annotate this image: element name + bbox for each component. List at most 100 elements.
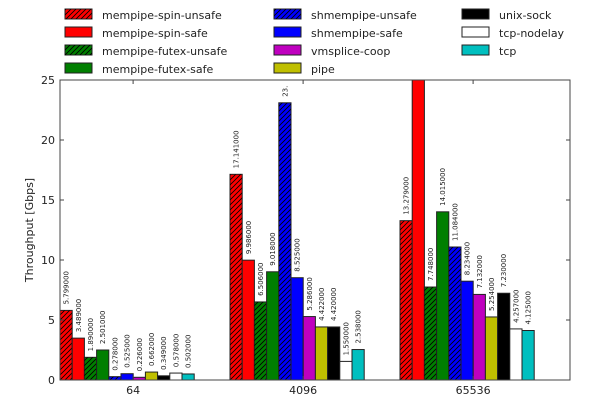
legend-swatch xyxy=(273,62,302,74)
legend-label: vmsplice-coop xyxy=(311,45,390,58)
y-tick-label: 0 xyxy=(48,374,55,387)
y-tick-label: 20 xyxy=(41,134,55,147)
bar-mempipe-spin-safe-4096 xyxy=(241,259,255,381)
bar-value-label: 2.538000 xyxy=(355,310,363,343)
legend-label: unix-sock xyxy=(499,9,552,22)
bar-tcp-4096 xyxy=(351,349,365,381)
x-tick-label: 4096 xyxy=(289,384,317,397)
y-tick-label: 25 xyxy=(41,74,55,87)
legend-label: mempipe-spin-unsafe xyxy=(102,9,222,22)
legend-swatch xyxy=(273,26,302,38)
bar-shmempipe-safe-4096 xyxy=(290,277,304,381)
bar-mempipe-spin-safe-64 xyxy=(71,337,85,381)
bar-hatch xyxy=(448,246,461,380)
plot-frame xyxy=(59,79,571,381)
legend-swatch-hatch xyxy=(274,9,301,19)
bar-value-label: 4.420000 xyxy=(330,288,338,321)
legend: mempipe-spin-unsafe mempipe-spin-safe memp… xyxy=(64,8,565,76)
legend-swatch xyxy=(64,62,93,74)
bar-tcp-nodelay-65536 xyxy=(509,328,523,381)
bar-value-label: 23. xyxy=(281,86,289,97)
legend-label: mempipe-futex-safe xyxy=(102,63,214,76)
bar-value-label: 9.018000 xyxy=(269,232,277,265)
legend-swatch-hatch xyxy=(65,45,92,55)
bar-value-label: 11.084000 xyxy=(451,203,459,241)
bar-unix-sock-65536 xyxy=(497,292,511,381)
legend-swatch xyxy=(64,26,93,38)
bar-hatch xyxy=(278,102,291,381)
y-tick-label: 15 xyxy=(41,194,55,207)
bar-value-label: 8.234000 xyxy=(464,242,472,275)
bar-mempipe-spin-safe-65536 xyxy=(411,79,425,381)
legend-item-pipe: pipe xyxy=(273,62,335,76)
bar-value-label: 17.141000 xyxy=(233,130,241,168)
legend-label: shmempipe-safe xyxy=(311,27,403,40)
bar-pipe-65536 xyxy=(484,316,499,381)
legend-item-vmsplice-coop: vmsplice-coop xyxy=(273,44,390,58)
bar-hatch xyxy=(254,301,267,380)
x-tick-label: 65536 xyxy=(456,384,491,397)
bar-hatch xyxy=(60,310,73,380)
legend-item-tcp: tcp xyxy=(461,44,516,58)
bar-value-label: 0.349000 xyxy=(160,336,168,369)
bar-value-label: 0.502000 xyxy=(185,335,193,368)
y-axis-title: Throughput [Gbps] xyxy=(23,178,36,283)
legend-item-mempipe-futex-safe: mempipe-futex-safe xyxy=(64,62,214,76)
bar-hatch xyxy=(424,287,437,380)
bar-hatch xyxy=(84,357,97,380)
legend-swatch xyxy=(461,26,490,38)
bar-value-label: 0.278000 xyxy=(111,337,119,370)
legend-label: pipe xyxy=(311,63,335,76)
bar-value-label: 2.501000 xyxy=(99,311,107,344)
legend-label: mempipe-futex-unsafe xyxy=(102,45,227,58)
bar-mempipe-futex-safe-65536 xyxy=(436,211,450,381)
bar-value-label: 13.279000 xyxy=(403,177,411,215)
bar-mempipe-futex-safe-64 xyxy=(96,349,110,381)
bar-pipe-64 xyxy=(144,371,159,381)
bar-unix-sock-4096 xyxy=(327,326,341,381)
bar-unix-sock-64 xyxy=(157,375,171,381)
bar-hatch xyxy=(400,220,413,380)
bar-value-label: 1.890000 xyxy=(87,318,95,351)
bar-value-label: 5.254000 xyxy=(488,278,496,311)
bar-shmempipe-safe-64 xyxy=(120,373,134,381)
bar-value-label: 7.230000 xyxy=(500,254,508,287)
bar-hatch xyxy=(230,174,243,380)
y-axis: 0 5 10 15 20 25 xyxy=(41,74,570,387)
y-tick-label: 5 xyxy=(48,314,55,327)
bar-value-label: 0.578000 xyxy=(172,334,180,367)
bar-value-label: 1.550000 xyxy=(342,322,350,355)
bar-value-label: 8.525000 xyxy=(294,238,302,271)
bar-value-label: 5.799000 xyxy=(63,271,71,304)
legend-label: mempipe-spin-safe xyxy=(102,27,208,40)
y-tick-label: 10 xyxy=(41,254,55,267)
x-tick-label: 64 xyxy=(126,384,140,397)
bar-mempipe-futex-safe-4096 xyxy=(266,271,280,381)
bar-value-label: 4.422000 xyxy=(318,288,326,321)
legend-item-mempipe-spin-unsafe: mempipe-spin-unsafe xyxy=(64,8,222,22)
bar-value-label: 0.662000 xyxy=(148,333,156,366)
legend-item-mempipe-spin-safe: mempipe-spin-safe xyxy=(64,26,208,40)
bar-value-label: 9.986000 xyxy=(245,221,253,254)
bar-vmsplice-coop-4096 xyxy=(302,316,316,381)
bar-value-label: 3.489000 xyxy=(75,299,83,332)
bar-value-label: 4.125000 xyxy=(525,291,533,324)
bar-tcp-65536 xyxy=(521,330,535,381)
bars xyxy=(59,79,535,381)
bar-value-label: 5.286000 xyxy=(306,277,314,310)
legend-label: tcp xyxy=(499,45,516,58)
bar-vmsplice-coop-65536 xyxy=(472,293,486,381)
bar-hatch xyxy=(108,376,121,380)
value-labels: 5.799000 3.489000 1.890000 2.501000 0.278000… xyxy=(63,86,533,372)
legend-item-shmempipe-unsafe: shmempipe-unsafe xyxy=(273,8,417,22)
bar-value-label: 0.226000 xyxy=(136,338,144,371)
legend-item-mempipe-futex-unsafe: mempipe-futex-unsafe xyxy=(64,44,227,58)
bar-value-label: 6.506000 xyxy=(257,263,265,296)
bar-value-label: 7.132000 xyxy=(476,255,484,288)
bar-value-label: 0.525000 xyxy=(124,334,132,367)
legend-item-unix-sock: unix-sock xyxy=(461,8,552,22)
legend-swatch xyxy=(461,8,490,20)
legend-item-tcp-nodelay: tcp-nodelay xyxy=(461,26,565,40)
legend-label: tcp-nodelay xyxy=(499,27,565,40)
